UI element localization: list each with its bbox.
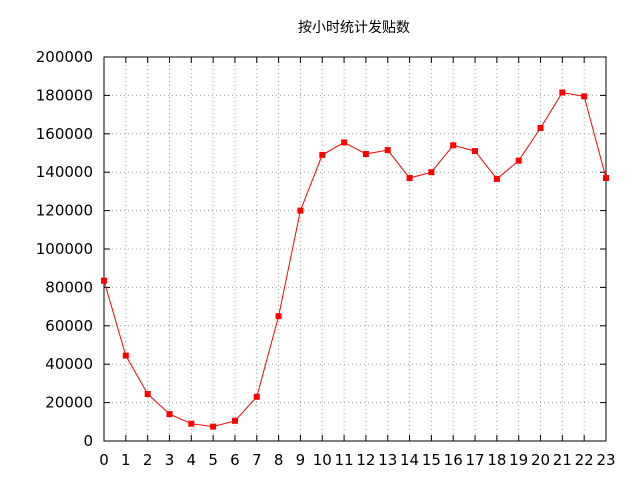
y-tick-label: 120000	[36, 202, 93, 220]
series-line	[103, 91, 607, 428]
data-point	[384, 147, 391, 154]
y-tick-label: 200000	[36, 48, 93, 66]
y-tick-label: 140000	[36, 163, 93, 181]
data-point	[537, 125, 544, 131]
y-tick-label: 80000	[45, 278, 93, 296]
data-point	[319, 151, 326, 158]
data-point	[406, 175, 413, 181]
x-tick-label: 5	[208, 451, 218, 469]
x-tick-label: 9	[296, 451, 306, 469]
tick-labels: 0 20000 40000 60000 80000 100000 120000 140000 1…	[36, 48, 616, 469]
x-tick-label: 0	[99, 451, 109, 469]
data-point	[297, 207, 304, 214]
y-tick-label: 40000	[45, 355, 93, 373]
grid	[104, 57, 606, 441]
x-tick-label: 14	[400, 451, 419, 469]
y-tick-label: 60000	[45, 317, 93, 335]
data-point	[144, 391, 151, 397]
x-tick-label: 10	[313, 451, 332, 469]
x-tick-label: 3	[165, 451, 175, 469]
x-tick-label: 11	[335, 451, 354, 469]
x-tick-label: 6	[230, 451, 240, 469]
data-point	[515, 157, 522, 164]
y-tick-label: 20000	[45, 394, 93, 412]
data-point	[210, 423, 217, 430]
data-point	[188, 420, 195, 427]
x-tick-label: 13	[378, 451, 397, 469]
x-tick-label: 15	[422, 451, 441, 469]
x-tick-label: 12	[356, 451, 375, 469]
x-tick-label: 20	[531, 451, 550, 469]
x-tick-label: 8	[274, 451, 284, 469]
data-point	[472, 148, 478, 155]
data-point	[232, 417, 238, 424]
data-point	[581, 93, 588, 100]
data-point	[559, 89, 566, 96]
y-tick-label: 0	[83, 432, 93, 450]
x-tick-label: 21	[553, 451, 572, 469]
data-point	[275, 313, 282, 320]
data-point	[450, 142, 457, 149]
data-point	[253, 393, 260, 400]
x-tick-label: 23	[596, 451, 615, 469]
y-tick-label: 100000	[36, 240, 93, 258]
x-tick-label: 2	[143, 451, 153, 469]
plot-frame	[103, 56, 607, 442]
data-point	[493, 175, 500, 182]
x-tick-label: 1	[121, 451, 131, 469]
data-point	[603, 175, 609, 181]
x-tick-label: 18	[487, 451, 506, 469]
y-tick-label: 180000	[36, 86, 93, 104]
data-point	[362, 151, 369, 157]
x-tick-label: 16	[444, 451, 463, 469]
chart-title: 按小时统计发贴数	[298, 20, 410, 36]
data-point	[122, 352, 129, 359]
x-tick-label: 4	[187, 451, 197, 469]
data-point	[428, 169, 435, 176]
x-tick-label: 19	[509, 451, 528, 469]
data-point	[166, 411, 173, 418]
x-tick-label: 17	[465, 451, 484, 469]
data-point	[341, 139, 348, 146]
series-layer	[101, 89, 609, 430]
x-tick-label: 7	[252, 451, 262, 469]
y-tick-label: 160000	[36, 125, 93, 143]
data-point	[101, 277, 107, 284]
x-tick-label: 22	[575, 451, 594, 469]
axis-ticks	[103, 56, 607, 442]
